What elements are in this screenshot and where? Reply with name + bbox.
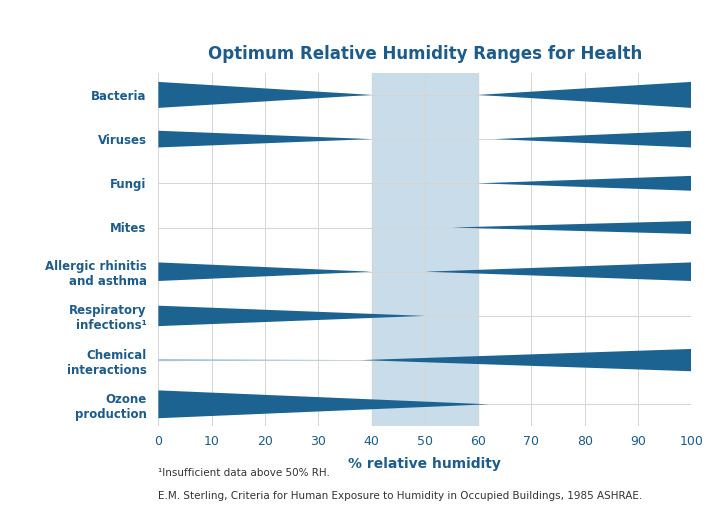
Polygon shape <box>451 221 691 234</box>
Polygon shape <box>158 306 425 326</box>
Title: Optimum Relative Humidity Ranges for Health: Optimum Relative Humidity Ranges for Hea… <box>207 45 642 63</box>
Text: E.M. Sterling, Criteria for Human Exposure to Humidity in Occupied Buildings, 19: E.M. Sterling, Criteria for Human Exposu… <box>158 491 643 501</box>
Polygon shape <box>158 131 372 148</box>
Polygon shape <box>158 391 489 418</box>
Polygon shape <box>478 176 691 191</box>
Polygon shape <box>361 349 691 371</box>
Bar <box>372 73 478 426</box>
Text: ¹Insufficient data above 50% RH.: ¹Insufficient data above 50% RH. <box>158 468 330 478</box>
Polygon shape <box>158 263 372 281</box>
Polygon shape <box>425 263 691 281</box>
Polygon shape <box>478 82 691 108</box>
Polygon shape <box>158 82 372 108</box>
Polygon shape <box>494 131 691 148</box>
X-axis label: % relative humidity: % relative humidity <box>348 457 501 471</box>
Polygon shape <box>158 359 361 361</box>
